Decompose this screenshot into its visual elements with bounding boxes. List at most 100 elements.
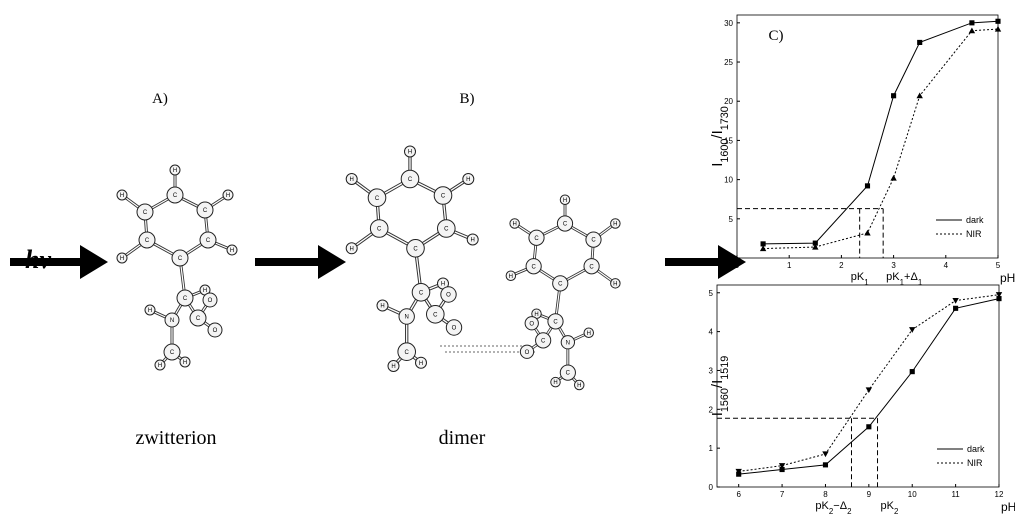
y-tick-label: 10 — [724, 176, 733, 185]
text-part: −Δ — [833, 500, 847, 512]
atom-label: H — [577, 383, 581, 389]
atom-label: C — [433, 312, 438, 318]
data-point — [864, 230, 870, 236]
atom-label: H — [613, 222, 617, 228]
annotation: pK2−Δ2 — [815, 500, 851, 516]
atom-label: H — [350, 246, 354, 252]
text-part: /I — [709, 380, 726, 388]
atom-label: H — [613, 281, 617, 287]
x-tick-label: 7 — [780, 490, 785, 499]
atom-label: H — [148, 308, 152, 314]
y-tick-label: 30 — [724, 19, 733, 28]
atom-label: H — [203, 288, 207, 294]
atom-label: H — [226, 193, 230, 199]
x-axis-label: pH — [1001, 500, 1015, 514]
atom-label: C — [558, 281, 563, 287]
legend-label: dark — [966, 215, 984, 225]
x-axis-label: pH — [1000, 271, 1015, 285]
data-point — [969, 27, 975, 33]
atom-label: O — [208, 298, 213, 304]
data-point — [866, 387, 872, 393]
atom-label: N — [405, 315, 409, 321]
atom-label: C — [377, 227, 382, 233]
series-line — [763, 21, 998, 244]
figure: hν A) B) C) zwitterion dimer CCCCCCHHHHH… — [0, 0, 1015, 523]
atom-label: C — [178, 256, 183, 262]
atom-label: H — [563, 198, 567, 204]
y-tick-label: 3 — [709, 366, 714, 375]
atom-label: H — [183, 360, 187, 366]
atom-label: C — [170, 350, 175, 356]
legend-label: NIR — [966, 229, 982, 239]
data-point — [891, 93, 896, 98]
y-tick-label: 0 — [729, 254, 734, 263]
atom-label: H — [391, 364, 395, 370]
atom-label: H — [419, 361, 423, 367]
atom-label: H — [408, 150, 412, 156]
x-tick-label: 2 — [839, 261, 844, 270]
annotation: pK1 — [851, 271, 869, 287]
plot-frame — [717, 285, 999, 487]
y-tick-label: 1 — [709, 444, 714, 453]
atom-label: H — [512, 222, 516, 228]
x-tick-label: 6 — [736, 490, 741, 499]
annotation: pK1+Δ1 — [886, 271, 923, 287]
y-tick-label: 0 — [709, 483, 714, 492]
atom-label: C — [419, 290, 424, 296]
data-point — [969, 20, 974, 25]
atom-label: H — [509, 274, 513, 280]
series-line — [763, 29, 998, 248]
atom-label: O — [452, 326, 457, 332]
y-tick-label: 5 — [729, 215, 734, 224]
x-tick-label: 5 — [996, 261, 1001, 270]
atom-label: H — [471, 238, 475, 244]
atom-label: C — [413, 246, 418, 252]
y-tick-label: 20 — [724, 97, 733, 106]
annotation: pK2 — [881, 500, 899, 516]
atom-label: C — [196, 316, 201, 322]
subscript: 1519 — [719, 356, 731, 380]
text-part: pK — [886, 271, 900, 283]
atom-label: C — [534, 236, 539, 242]
subscript: 1560 — [719, 388, 731, 412]
atom-label: C — [563, 222, 568, 228]
atom-label: H — [158, 363, 162, 369]
panel-label: A) — [152, 91, 168, 107]
text-part: pK — [851, 271, 865, 283]
x-tick-label: 11 — [951, 490, 960, 499]
atom-label: C — [566, 371, 571, 377]
atom-label: O — [213, 328, 218, 334]
atom-label: H — [466, 177, 470, 183]
atom-label: O — [529, 321, 534, 327]
arrow — [255, 245, 346, 279]
atom-label: H — [553, 380, 557, 386]
atom-label: C — [553, 319, 558, 325]
atom-label: C — [206, 238, 211, 244]
data-point — [865, 183, 870, 188]
atom-label: H — [230, 248, 234, 254]
atom-label: N — [170, 318, 174, 324]
molecule-name: zwitterion — [135, 427, 216, 449]
atom-label: C — [591, 238, 596, 244]
atom-label: H — [380, 304, 384, 310]
atom-label: C — [441, 194, 446, 200]
text-part: /I — [709, 130, 726, 138]
atom-label: C — [408, 177, 413, 183]
atom-label: O — [446, 293, 451, 299]
atom-label: N — [566, 340, 570, 346]
series-line — [739, 299, 999, 475]
atom-label: C — [589, 264, 594, 270]
data-point — [910, 369, 915, 374]
y-tick-label: 25 — [724, 58, 733, 67]
atom-label: H — [441, 282, 445, 288]
legend-label: dark — [967, 444, 985, 454]
x-tick-label: 10 — [908, 490, 917, 499]
data-point — [822, 451, 828, 457]
atom-label: C — [541, 338, 546, 344]
subscript: 1600 — [719, 139, 731, 163]
x-tick-label: 8 — [823, 490, 828, 499]
atom-label: H — [173, 168, 177, 174]
panel-label: C) — [769, 28, 784, 44]
data-point — [917, 40, 922, 45]
atom-label: H — [350, 177, 354, 183]
